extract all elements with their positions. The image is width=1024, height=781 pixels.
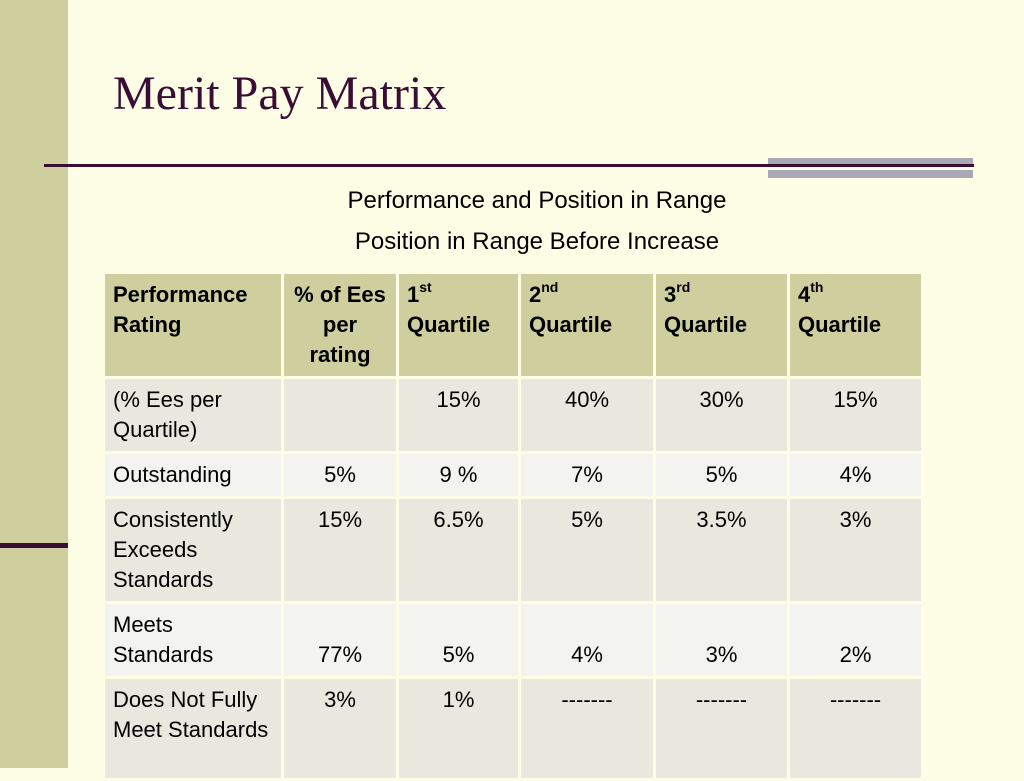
quartile-1-cell: 5% [396,601,521,679]
header-quartile-4: 4th Quartile [787,271,924,379]
header-performance-rating: Performance Rating [102,271,284,379]
table-header-row: Performance Rating % of Ees per rating 1… [102,271,924,379]
slide-title: Merit Pay Matrix [113,67,447,120]
row-label: Outstanding [102,451,284,499]
quartile-3-cell: ------- [653,676,790,781]
quartile-3-word: Quartile [664,312,748,337]
quartile-4-cell: 15% [787,376,924,454]
quartile-2-suffix: nd [541,278,559,295]
percent-ees-cell: 15% [281,496,399,604]
table-row: Meets Standards 77% 5% 4% 3% 2% [102,601,924,679]
merit-pay-table: Performance Rating % of Ees per rating 1… [102,271,924,781]
quartile-1-cell: 15% [396,376,521,454]
header-quartile-2: 2nd Quartile [518,271,656,379]
percent-ees-cell: 5% [281,451,399,499]
header-performance-rating-text: Performance Rating [113,282,248,337]
percent-ees-cell [281,376,399,454]
header-quartile-3: 3rd Quartile [653,271,790,379]
quartile-2-cell: 40% [518,376,656,454]
quartile-1-number: 1 [407,282,420,307]
header-percent-ees: % of Ees per rating [281,271,399,379]
quartile-1-cell: 1% [396,676,521,781]
quartile-1-cell: 6.5% [396,496,521,604]
quartile-4-number: 4 [798,282,811,307]
quartile-3-cell: 30% [653,376,790,454]
quartile-2-cell: ------- [518,676,656,781]
quartile-4-word: Quartile [798,312,882,337]
header-percent-ees-text: % of Ees per rating [294,282,386,367]
quartile-3-suffix: rd [676,278,691,295]
quartile-3-number: 3 [664,282,677,307]
row-label: Meets Standards [102,601,284,679]
quartile-4-suffix: th [810,278,824,295]
percent-ees-cell: 3% [281,676,399,781]
left-decorative-band [0,0,68,768]
quartile-4-cell: 3% [787,496,924,604]
quartile-2-cell: 4% [518,601,656,679]
subtitle-line-2: Position in Range Before Increase [354,228,720,255]
quartile-2-cell: 7% [518,451,656,499]
quartile-2-number: 2 [529,282,542,307]
table-row: Outstanding 5% 9 % 7% 5% 4% [102,451,924,499]
row-label: Consistently Exceeds Standards [102,496,284,604]
quartile-3-cell: 3% [653,601,790,679]
header-quartile-1: 1st Quartile [396,271,521,379]
quartile-3-cell: 3.5% [653,496,790,604]
quartile-4-cell: 4% [787,451,924,499]
quartile-4-cell: 2% [787,601,924,679]
row-label: Does Not Fully Meet Standards [102,676,284,781]
title-rule-gray-lower [768,170,973,178]
subtitle-line-1: Performance and Position in Range [347,187,727,214]
table-row: Does Not Fully Meet Standards 3% 1% ----… [102,676,924,781]
title-rule [44,164,974,167]
percent-ees-cell: 77% [281,601,399,679]
quartile-1-suffix: st [419,278,432,295]
row-label: (% Ees per Quartile) [102,376,284,454]
quartile-2-cell: 5% [518,496,656,604]
table-row: (% Ees per Quartile) 15% 40% 30% 15% [102,376,924,454]
quartile-4-cell: ------- [787,676,924,781]
table-row: Consistently Exceeds Standards 15% 6.5% … [102,496,924,604]
quartile-3-cell: 5% [653,451,790,499]
quartile-1-cell: 9 % [396,451,521,499]
quartile-1-word: Quartile [407,312,491,337]
left-band-accent-line [0,543,68,548]
quartile-2-word: Quartile [529,312,613,337]
title-rule-gray-upper [768,158,973,164]
